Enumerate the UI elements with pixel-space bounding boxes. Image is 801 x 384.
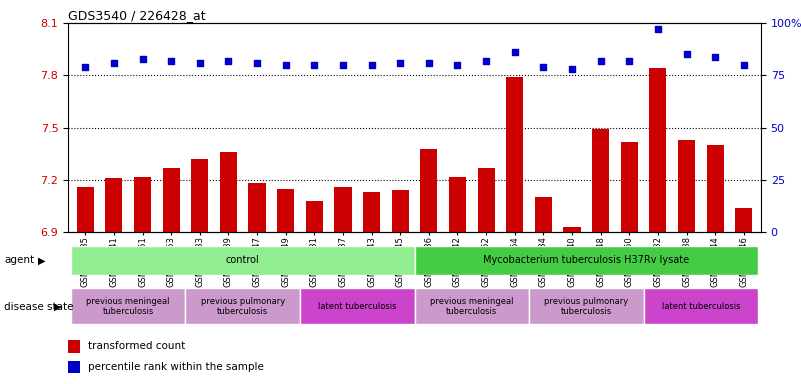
Text: control: control bbox=[226, 255, 260, 265]
Bar bbox=[621, 142, 638, 232]
Bar bbox=[477, 168, 495, 232]
Point bbox=[680, 51, 693, 58]
Bar bbox=[191, 159, 208, 232]
Bar bbox=[392, 190, 409, 232]
Point bbox=[165, 58, 178, 64]
Bar bbox=[334, 187, 352, 232]
Bar bbox=[163, 168, 179, 232]
Point bbox=[451, 62, 464, 68]
Bar bbox=[105, 178, 123, 232]
Bar bbox=[363, 192, 380, 232]
Bar bbox=[71, 246, 415, 275]
Point bbox=[308, 62, 320, 68]
Bar bbox=[306, 201, 323, 232]
Bar bbox=[134, 177, 151, 232]
Bar bbox=[449, 177, 466, 232]
Bar bbox=[68, 340, 80, 353]
Point bbox=[365, 62, 378, 68]
Text: agent: agent bbox=[4, 255, 34, 265]
Bar bbox=[68, 361, 80, 373]
Text: transformed count: transformed count bbox=[88, 341, 185, 351]
Bar bbox=[300, 288, 414, 324]
Point bbox=[738, 62, 751, 68]
Text: Mycobacterium tuberculosis H37Rv lysate: Mycobacterium tuberculosis H37Rv lysate bbox=[483, 255, 690, 265]
Bar bbox=[186, 288, 300, 324]
Text: ▶: ▶ bbox=[54, 302, 62, 312]
Bar bbox=[592, 129, 610, 232]
Bar bbox=[735, 208, 752, 232]
Text: previous pulmonary
tuberculosis: previous pulmonary tuberculosis bbox=[544, 296, 629, 316]
Text: ▶: ▶ bbox=[38, 255, 46, 265]
Bar bbox=[529, 288, 643, 324]
Bar bbox=[219, 152, 237, 232]
Point bbox=[280, 62, 292, 68]
Bar bbox=[415, 288, 529, 324]
Text: latent tuberculosis: latent tuberculosis bbox=[662, 302, 740, 311]
Bar bbox=[77, 187, 94, 232]
Point bbox=[422, 60, 435, 66]
Text: previous meningeal
tuberculosis: previous meningeal tuberculosis bbox=[87, 296, 170, 316]
Point bbox=[509, 49, 521, 55]
Text: previous pulmonary
tuberculosis: previous pulmonary tuberculosis bbox=[200, 296, 285, 316]
Bar bbox=[563, 227, 581, 232]
Point bbox=[107, 60, 120, 66]
Bar bbox=[421, 149, 437, 232]
Text: GDS3540 / 226428_at: GDS3540 / 226428_at bbox=[68, 9, 206, 22]
Text: disease state: disease state bbox=[4, 302, 74, 312]
Bar bbox=[277, 189, 294, 232]
Point bbox=[594, 58, 607, 64]
Bar bbox=[415, 246, 758, 275]
Bar bbox=[650, 68, 666, 232]
Point bbox=[394, 60, 407, 66]
Bar bbox=[506, 77, 523, 232]
Bar bbox=[643, 288, 758, 324]
Bar bbox=[71, 288, 186, 324]
Point bbox=[193, 60, 206, 66]
Point bbox=[251, 60, 264, 66]
Text: percentile rank within the sample: percentile rank within the sample bbox=[88, 362, 264, 372]
Point bbox=[222, 58, 235, 64]
Point bbox=[651, 26, 664, 32]
Text: previous meningeal
tuberculosis: previous meningeal tuberculosis bbox=[430, 296, 513, 316]
Point bbox=[136, 56, 149, 62]
Point bbox=[78, 64, 91, 70]
Point bbox=[566, 66, 578, 72]
Point bbox=[480, 58, 493, 64]
Text: latent tuberculosis: latent tuberculosis bbox=[318, 302, 396, 311]
Point bbox=[537, 64, 549, 70]
Bar bbox=[706, 145, 724, 232]
Point bbox=[336, 62, 349, 68]
Point bbox=[623, 58, 636, 64]
Point bbox=[709, 53, 722, 60]
Bar bbox=[535, 197, 552, 232]
Bar bbox=[678, 140, 695, 232]
Bar bbox=[248, 184, 266, 232]
